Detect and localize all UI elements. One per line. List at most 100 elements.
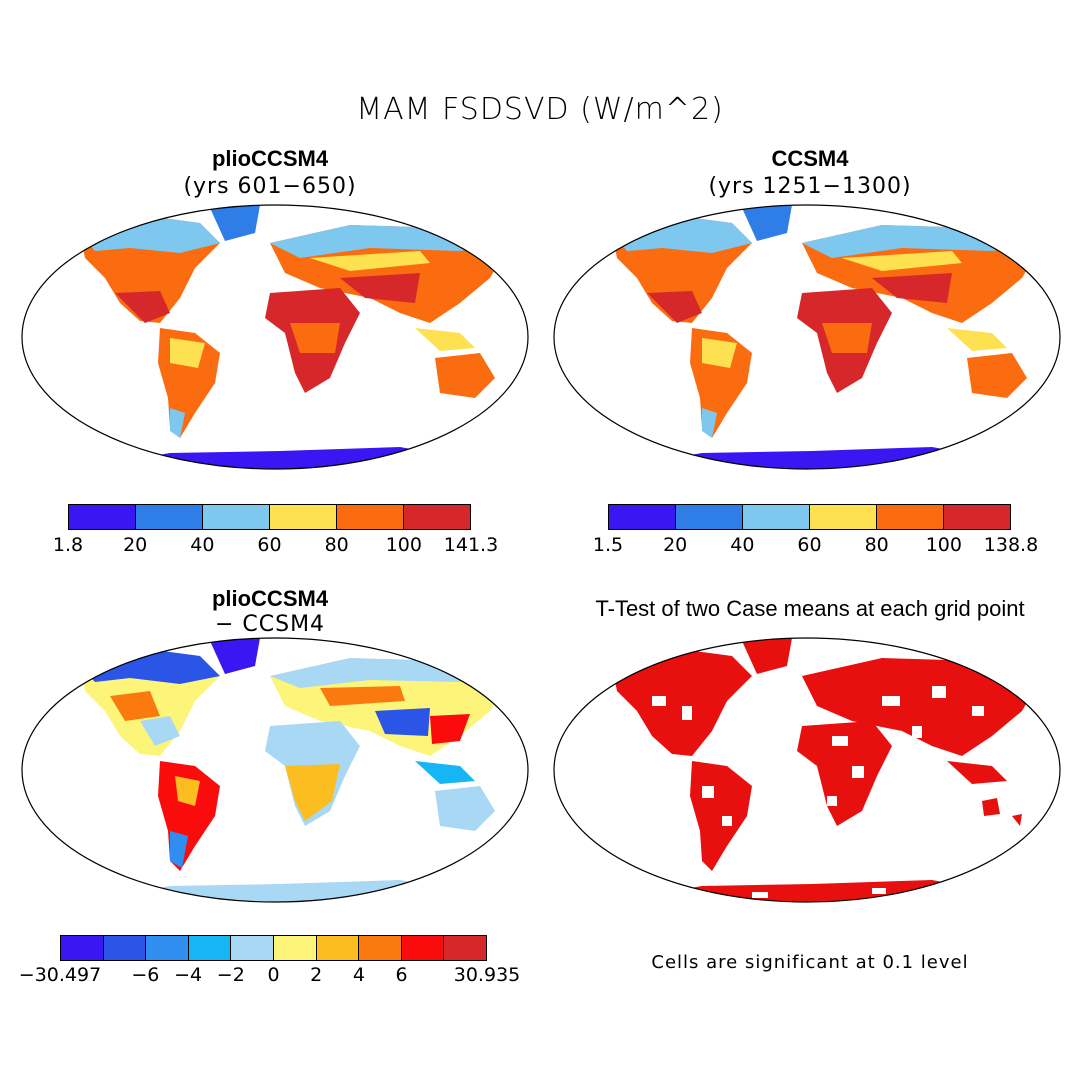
colorbar-plioccsm4-segment — [404, 505, 470, 529]
map-outline — [21, 204, 529, 470]
colorbar-difference — [60, 935, 487, 961]
colorbar-plioccsm4-segment — [203, 505, 270, 529]
colorbar-difference-segment — [231, 936, 274, 960]
landmass-se-asia — [947, 328, 1007, 351]
colorbar-ccsm4-segment — [877, 505, 944, 529]
landmass-patagonia — [170, 831, 188, 868]
colorbar-ccsm4-tick-label: 60 — [797, 534, 822, 556]
panel-title-ccsm4: CCSM4 — [771, 146, 849, 171]
colorbar-plioccsm4-tick-label: 80 — [324, 534, 349, 556]
landmass-australia — [435, 353, 495, 398]
landmass-australia-patch-east — [1012, 814, 1022, 826]
landmass-amazon — [702, 338, 737, 368]
panel-subtitle-ccsm4: (yrs 1251−1300) — [708, 174, 912, 199]
map-outline — [21, 637, 529, 903]
panel-title-ttest: T-Test of two Case means at each grid po… — [595, 596, 1025, 621]
colorbar-labels-plioccsm4: 1.8 20 40 60 80 100 141.3 — [53, 534, 498, 556]
landmass-australia-patch — [982, 798, 1000, 816]
insignificant-cells — [652, 686, 984, 898]
landmass-russia-band — [842, 251, 962, 271]
colorbar-plioccsm4-tick-label: 100 — [385, 534, 422, 556]
map-difference — [21, 637, 529, 903]
landmass-australia — [967, 353, 1027, 398]
colorbar-plioccsm4-tick-label: 20 — [123, 534, 148, 556]
landmass-central-asia — [340, 273, 420, 303]
map-ttest — [553, 637, 1061, 903]
colorbar-difference-segment — [103, 936, 147, 960]
colorbar-ccsm4-tick-label: 1.5 — [592, 534, 624, 556]
colorbar-difference-segment — [401, 936, 445, 960]
landmass-se-asia — [415, 328, 475, 351]
landmass-us-south — [647, 291, 702, 323]
landmass-australia — [435, 786, 495, 831]
colorbar-ccsm4-segment — [743, 505, 810, 529]
colorbar-ccsm4-tick-label: 100 — [925, 534, 962, 556]
colorbar-difference-segment — [444, 936, 486, 960]
colorbar-ccsm4-tick-label: 80 — [864, 534, 889, 556]
panel-subtitle-plioccsm4: (yrs 601−650) — [183, 174, 357, 199]
colorbar-difference-tick-label: −6 — [131, 964, 160, 986]
landmass-greenland — [210, 205, 260, 241]
colorbar-difference-segment — [316, 936, 360, 960]
landmass-north-america — [612, 648, 752, 756]
landmass-russia-band — [310, 251, 430, 271]
colorbar-ccsm4-tick-label: 138.8 — [983, 534, 1039, 556]
colorbar-difference-tick-label: 4 — [352, 964, 365, 986]
panel-subtitle-difference: − CCSM4 — [214, 612, 326, 637]
colorbar-difference-tick-label: −30.497 — [18, 964, 102, 986]
colorbar-difference-segment — [273, 936, 317, 960]
colorbar-plioccsm4-segment — [136, 505, 203, 529]
landmass-east-asia — [430, 714, 470, 744]
colorbar-plioccsm4-tick-label: 60 — [257, 534, 282, 556]
map-ccsm4 — [553, 204, 1061, 470]
colorbar-labels-difference: −30.497 −6 −4 −2 0 2 4 6 30.935 — [19, 964, 520, 986]
colorbar-difference-segment — [359, 936, 402, 960]
map-outline — [553, 637, 1061, 903]
colorbar-ccsm4-segment — [676, 505, 743, 529]
significance-note: Cells are significant at 0.1 level — [651, 952, 969, 973]
landmass-us-east — [140, 716, 180, 746]
colorbar-plioccsm4-segment — [337, 505, 404, 529]
colorbar-plioccsm4-tick-label: 40 — [190, 534, 215, 556]
panel-title-plioccsm4: plioCCSM4 — [211, 146, 329, 171]
colorbar-ccsm4-tick-label: 40 — [730, 534, 755, 556]
landmass-greenland — [742, 205, 792, 241]
figure-title: MAM FSDSVD (W/m^2) — [356, 92, 724, 127]
colorbar-difference-tick-label: 30.935 — [453, 964, 521, 986]
colorbar-plioccsm4-tick-label: 1.8 — [52, 534, 84, 556]
colorbar-plioccsm4-tick-label: 141.3 — [443, 534, 499, 556]
colorbar-difference-segment — [61, 936, 104, 960]
colorbar-difference-segment — [188, 936, 232, 960]
landmass-central-africa — [822, 323, 872, 353]
landmass-se-asia — [947, 761, 1007, 784]
colorbar-plioccsm4-segment — [69, 505, 136, 529]
landmass-us-south — [115, 291, 170, 323]
colorbar-plioccsm4-segment — [270, 505, 337, 529]
map-plioccsm4 — [21, 204, 529, 470]
landmass-greenland — [210, 638, 260, 674]
landmass-patagonia — [170, 408, 185, 438]
landmass-southern-africa — [285, 764, 340, 821]
colorbar-difference-tick-label: 0 — [267, 964, 280, 986]
landmass-tibet — [375, 708, 430, 736]
colorbar-ccsm4-segment — [609, 505, 676, 529]
landmass-amazon — [170, 338, 205, 368]
landmass-eurasia — [802, 658, 1042, 756]
landmass-russia-band — [320, 686, 405, 706]
landmass-us-west — [110, 691, 160, 721]
colorbar-labels-ccsm4: 1.5 20 40 60 80 100 138.8 — [593, 534, 1038, 556]
colorbar-difference-tick-label: 2 — [310, 964, 323, 986]
colorbar-ccsm4-tick-label: 20 — [663, 534, 688, 556]
landmass-central-africa — [290, 323, 340, 353]
colorbar-difference-tick-label: 6 — [395, 964, 408, 986]
map-outline — [553, 204, 1061, 470]
colorbar-plioccsm4 — [68, 504, 471, 530]
landmass-patagonia — [702, 408, 717, 438]
landmass-africa — [797, 721, 892, 826]
landmass-greenland — [742, 638, 792, 674]
landmass-amazon — [175, 776, 200, 806]
panel-title-difference: plioCCSM4 — [211, 586, 329, 611]
colorbar-difference-tick-label: −2 — [216, 964, 245, 986]
landmass-se-asia — [415, 761, 475, 784]
colorbar-ccsm4-segment — [944, 505, 1010, 529]
